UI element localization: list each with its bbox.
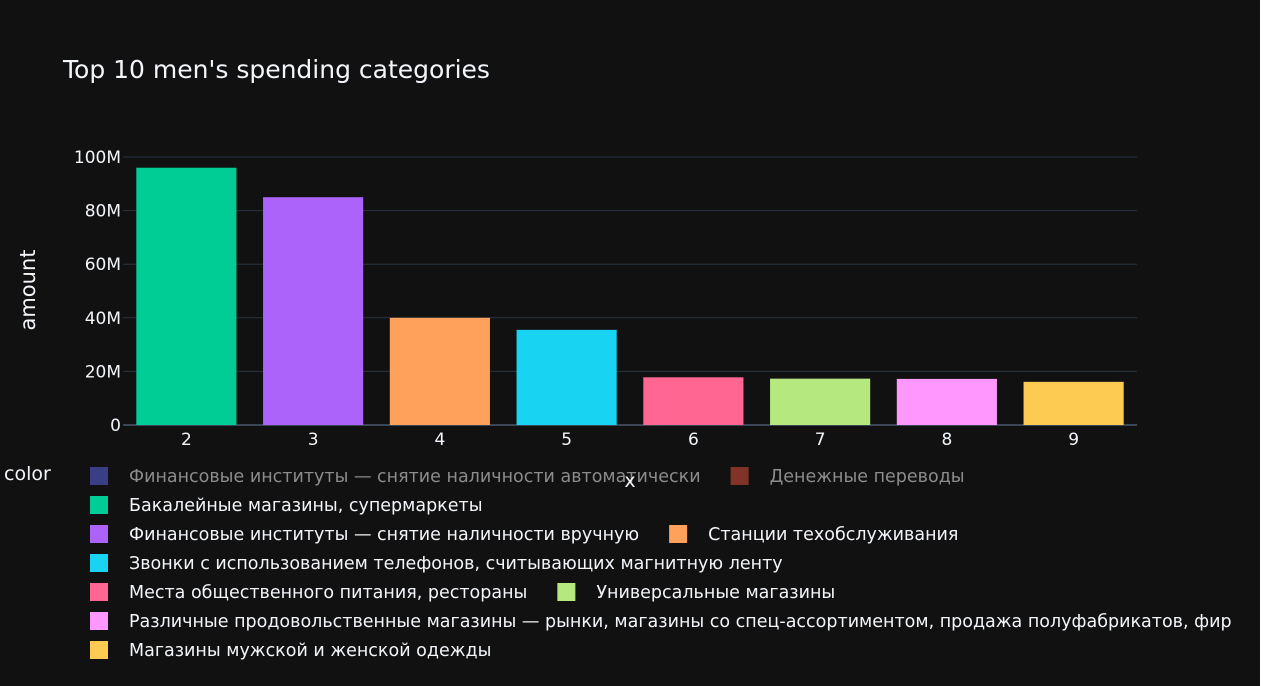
x-tick-label: 4 <box>434 430 445 450</box>
legend-item[interactable]: Финансовые институты — снятие наличности… <box>90 525 639 545</box>
legend-item[interactable]: Денежные переводы <box>730 467 965 487</box>
legend-title: color <box>4 463 51 485</box>
x-tick-label: 7 <box>815 430 826 450</box>
legend-label: Финансовые институты — снятие наличности… <box>129 467 701 487</box>
bar[interactable] <box>516 329 617 425</box>
legend-item[interactable]: Бакалейные магазины, супермаркеты <box>90 496 483 516</box>
legend-label: Магазины мужской и женской одежды <box>129 641 491 661</box>
legend-item[interactable]: Универсальные магазины <box>557 583 835 603</box>
legend-swatch <box>90 467 108 485</box>
y-tick-label: 0 <box>110 416 121 436</box>
legend-item[interactable]: Места общественного питания, рестораны <box>90 583 527 603</box>
legend-label: Универсальные магазины <box>596 583 835 603</box>
legend-swatch <box>90 583 108 601</box>
legend-item[interactable]: Станции техобслуживания <box>669 525 958 545</box>
legend-label: Различные продовольственные магазины — р… <box>129 612 1232 632</box>
x-tick-label: 9 <box>1068 430 1079 450</box>
y-axis-label: amount <box>16 249 40 330</box>
y-tick-label: 20M <box>85 362 121 382</box>
legend: Финансовые институты — снятие наличности… <box>90 467 1232 661</box>
bar[interactable] <box>389 317 490 425</box>
legend-item[interactable]: Звонки с использованием телефонов, считы… <box>90 554 783 574</box>
legend-swatch <box>730 467 749 485</box>
y-tick-labels: 0 20M 40M 60M 80M 100M <box>74 148 121 436</box>
bar[interactable] <box>136 167 237 425</box>
legend-label: Финансовые институты — снятие наличности… <box>129 525 639 545</box>
legend-swatch <box>90 525 108 543</box>
y-tick-label: 40M <box>85 309 121 329</box>
legend-swatch <box>90 641 108 659</box>
legend-swatch <box>90 496 108 514</box>
y-tick-label: 60M <box>85 255 121 275</box>
legend-label: Станции техобслуживания <box>708 525 958 545</box>
legend-label: Места общественного питания, рестораны <box>129 583 527 603</box>
chart-title: Top 10 men's spending categories <box>62 55 490 84</box>
x-tick-labels: 2 3 4 5 6 7 8 9 <box>181 430 1079 450</box>
legend-swatch <box>90 554 108 572</box>
x-tick-label: 6 <box>688 430 699 450</box>
bar[interactable] <box>1023 381 1124 425</box>
x-axis-label: x <box>624 470 635 492</box>
bar[interactable] <box>770 378 871 425</box>
x-tick-label: 8 <box>941 430 952 450</box>
x-tick-label: 3 <box>308 430 319 450</box>
legend-label: Денежные переводы <box>770 467 965 487</box>
legend-swatch <box>90 612 108 630</box>
bars <box>136 167 1124 425</box>
x-tick-label: 2 <box>181 430 192 450</box>
x-tick-label: 5 <box>561 430 572 450</box>
bar[interactable] <box>896 378 997 425</box>
legend-item[interactable]: Магазины мужской и женской одежды <box>90 641 491 661</box>
legend-item[interactable]: Финансовые институты — снятие наличности… <box>90 467 701 487</box>
legend-swatch <box>669 525 688 543</box>
bar[interactable] <box>643 377 744 425</box>
y-tick-label: 100M <box>74 148 121 168</box>
legend-item[interactable]: Различные продовольственные магазины — р… <box>90 612 1232 632</box>
legend-label: Бакалейные магазины, супермаркеты <box>129 496 483 516</box>
legend-swatch <box>557 583 576 601</box>
legend-label: Звонки с использованием телефонов, считы… <box>129 554 783 574</box>
bar[interactable] <box>263 197 364 425</box>
y-tick-label: 80M <box>85 202 121 222</box>
